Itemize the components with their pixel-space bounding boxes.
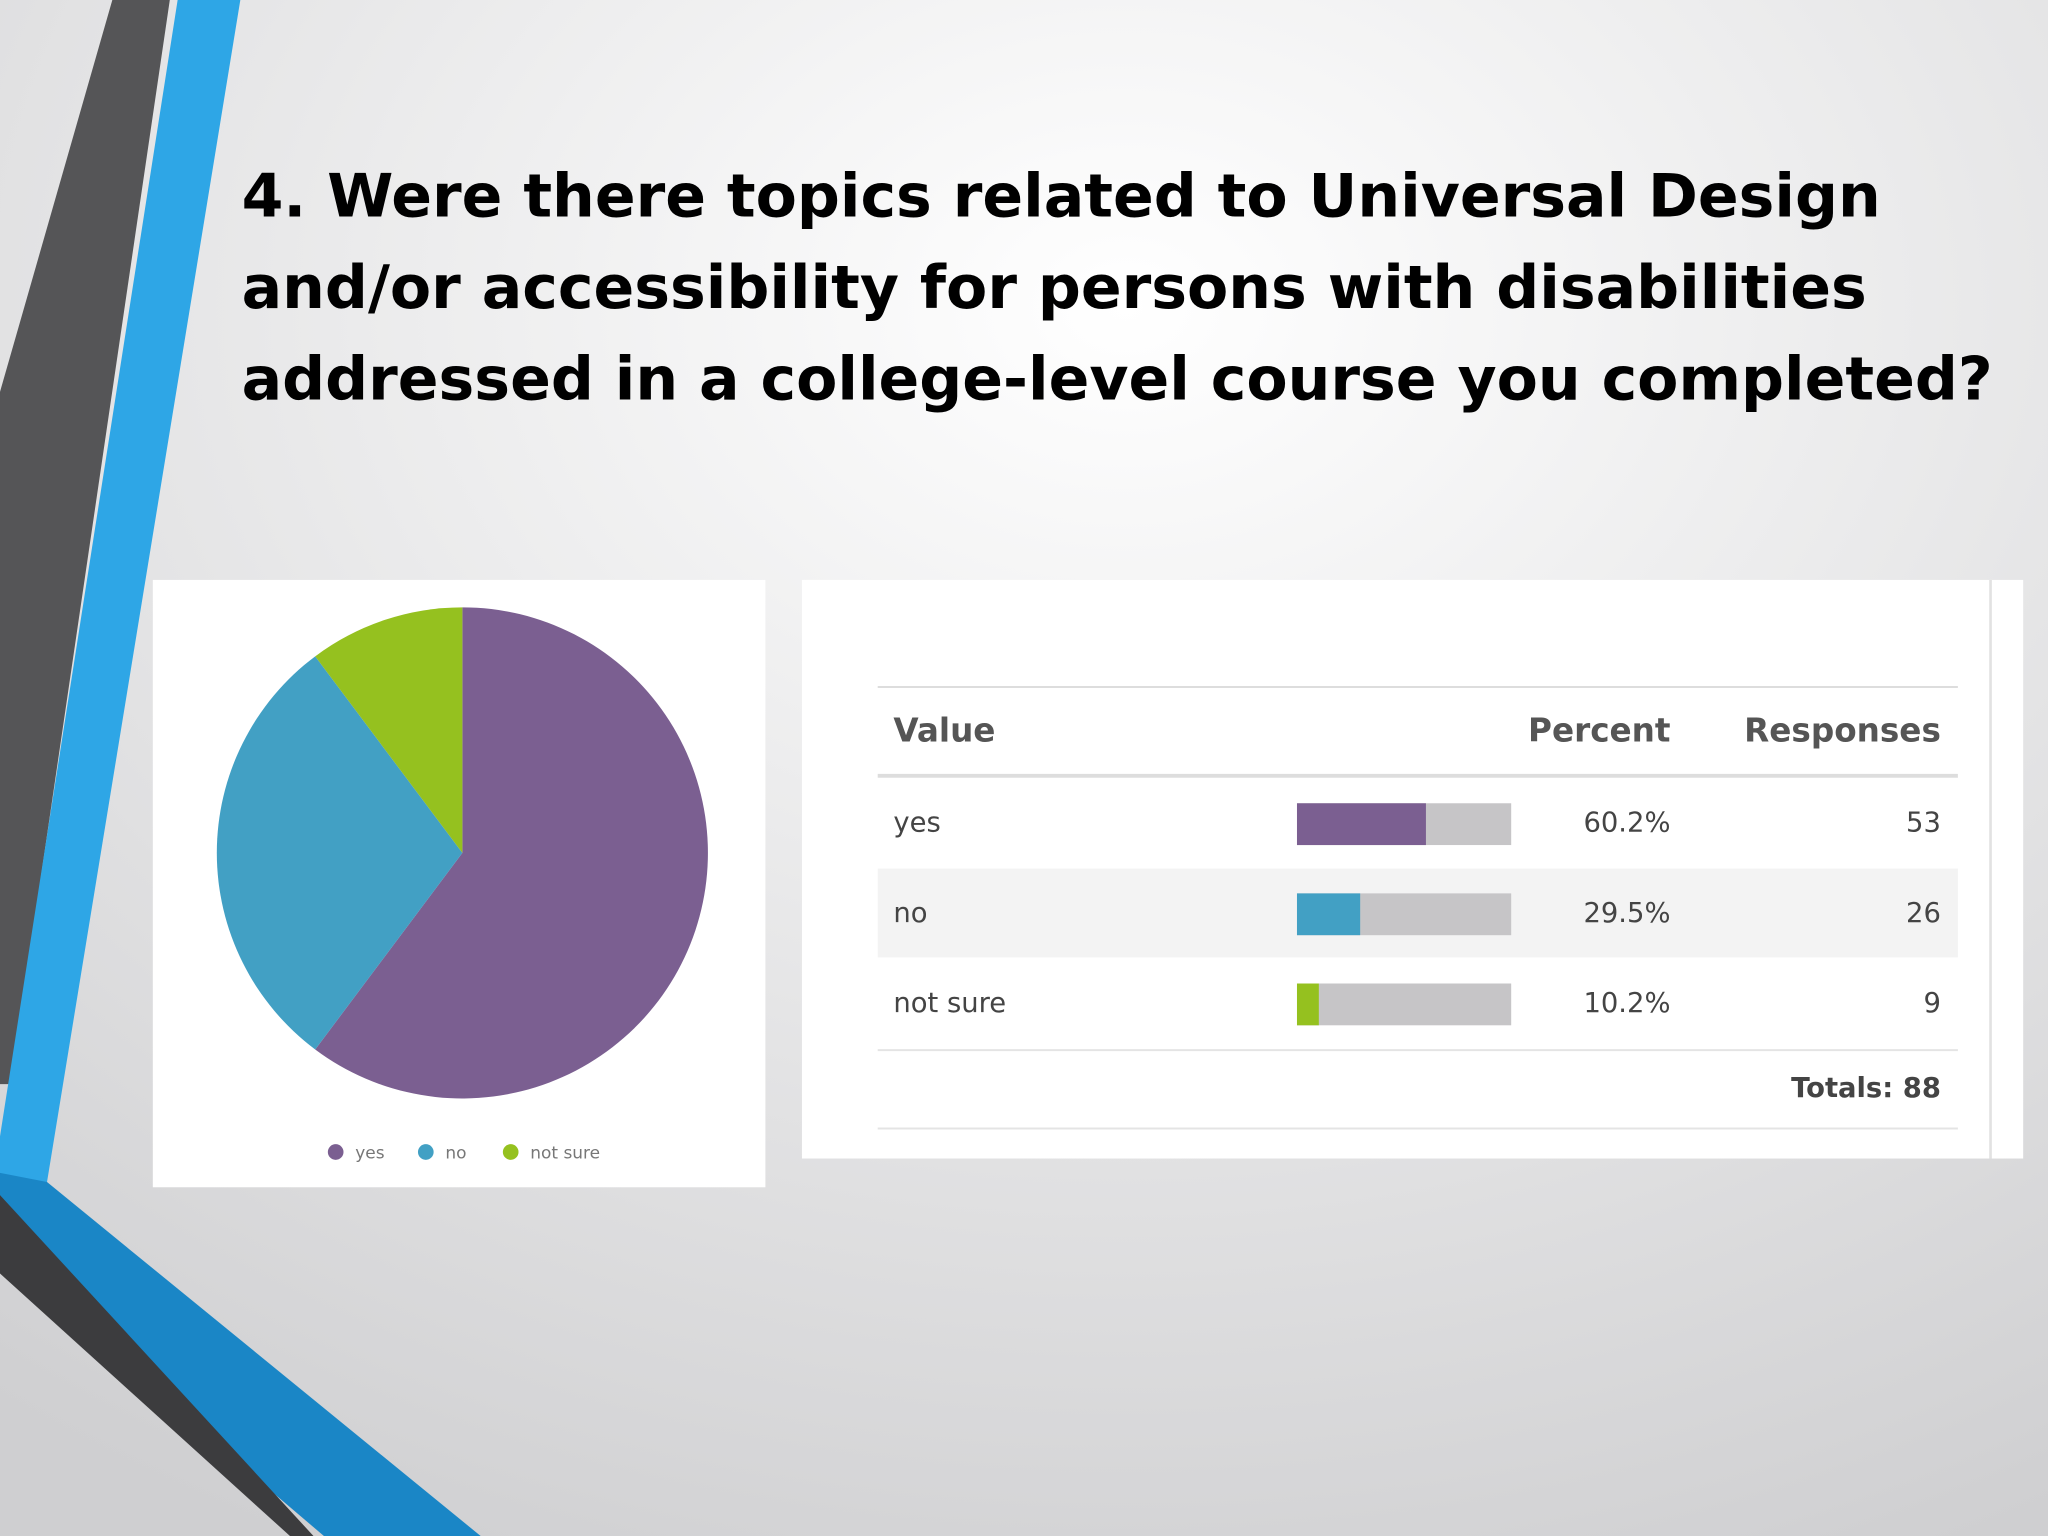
row-responses: 53: [1906, 808, 1941, 839]
row-percent: 10.2%: [1583, 988, 1670, 1019]
bar-track: [1296, 983, 1512, 1026]
title-line: 4. Were there topics related to Universa…: [242, 161, 1881, 231]
title: 4. Were there topics related to Universa…: [242, 161, 1993, 414]
decor-strip: [0, 1172, 481, 1536]
totals: Totals: 88: [1791, 1073, 1941, 1104]
row-value: not sure: [893, 988, 1006, 1019]
title-line: addressed in a college-level course you …: [242, 344, 1993, 414]
pie-chart: [216, 607, 708, 1099]
title-line: and/or accessibility for persons with di…: [242, 253, 1867, 323]
bar: [1296, 983, 1319, 1026]
legend-label: yes: [355, 1143, 384, 1163]
legend: yes no not sure: [327, 1143, 600, 1163]
pie-slice: [216, 656, 463, 1050]
legend-swatch: [502, 1144, 519, 1160]
decor-strip: [0, 0, 170, 1085]
pie-slice: [315, 607, 708, 1099]
column-header: Value: [893, 712, 995, 750]
column-header: Percent: [1528, 712, 1670, 750]
row-percent: 60.2%: [1583, 808, 1670, 839]
row-responses: 9: [1923, 988, 1940, 1019]
table: Value Percent Responses yes 60.2% 53 no 29.5% 26…: [893, 712, 1941, 1104]
column-header: Responses: [1744, 712, 1941, 750]
legend-swatch: [417, 1144, 434, 1160]
bar: [1296, 893, 1361, 936]
row-value: yes: [893, 808, 940, 839]
decor-strip: [0, 0, 241, 1183]
row-value: no: [893, 898, 927, 929]
row-percent: 29.5%: [1583, 898, 1670, 929]
row-responses: 26: [1906, 898, 1941, 929]
legend-label: not sure: [530, 1143, 600, 1163]
legend-swatch: [327, 1144, 344, 1160]
pie-slice: [315, 607, 463, 853]
bar: [1296, 803, 1426, 846]
legend-label: no: [445, 1143, 466, 1163]
